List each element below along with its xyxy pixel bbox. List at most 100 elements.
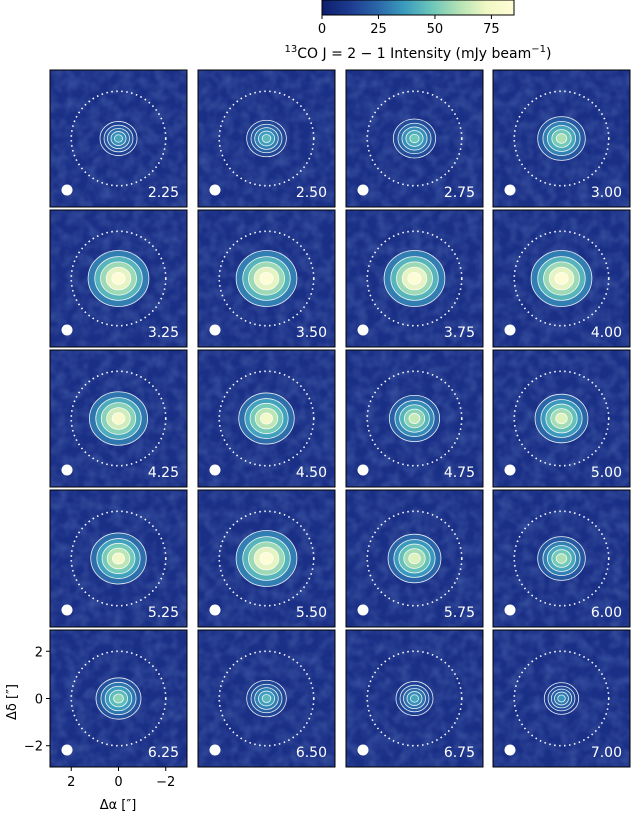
- colorbar-tick-label: 75: [483, 22, 500, 37]
- panel-frame: [345, 69, 484, 208]
- colorbar-label-close: ): [546, 46, 551, 62]
- reference-circle: [70, 650, 167, 747]
- colorbar-ticks: 0 25 50 75: [318, 15, 500, 37]
- axes: 2 0 −2 2 0 −2: [24, 645, 175, 790]
- reference-circle: [218, 650, 315, 747]
- emission-contour: [113, 693, 124, 704]
- panel-velocity-label: 2.75: [444, 185, 475, 201]
- panel-frame: [345, 209, 484, 348]
- beam-ellipse: [209, 324, 221, 336]
- beam-ellipse: [504, 744, 516, 756]
- channel-panel: 6.00: [492, 489, 631, 628]
- channel-panel: 4.00: [492, 209, 631, 348]
- channel-panel: 6.75: [345, 629, 484, 768]
- panel-frame: [492, 629, 631, 768]
- emission-contour: [259, 271, 274, 286]
- panel-frame: [492, 209, 631, 348]
- colorbar-tick-label: 25: [370, 22, 387, 37]
- reference-circle: [218, 230, 315, 327]
- beam-ellipse: [61, 744, 73, 756]
- beam-ellipse: [209, 464, 221, 476]
- panel-frame: [345, 349, 484, 488]
- beam-ellipse: [504, 604, 516, 616]
- panel-velocity-label: 6.25: [148, 745, 179, 761]
- reference-circle: [70, 90, 167, 187]
- reference-circle: [366, 510, 463, 607]
- beam-ellipse: [61, 184, 73, 196]
- reference-circle: [366, 370, 463, 467]
- reference-circle: [513, 90, 610, 187]
- panel-velocity-label: 6.50: [296, 745, 327, 761]
- beam-ellipse: [504, 324, 516, 336]
- panel-velocity-label: 3.00: [591, 185, 622, 201]
- y-axis-label: Δδ [″]: [5, 684, 20, 720]
- panel-velocity-label: 4.75: [444, 465, 475, 481]
- panel-velocity-label: 6.00: [591, 605, 622, 621]
- channel-panel: 5.75: [345, 489, 484, 628]
- panel-velocity-label: 3.25: [148, 325, 179, 341]
- panel-frame: [49, 349, 188, 488]
- emission-contour: [111, 412, 126, 425]
- panel-frame: [197, 349, 336, 488]
- emission-contour: [407, 271, 422, 286]
- reference-circle: [70, 510, 167, 607]
- colorbar-gradient: [321, 0, 515, 16]
- panel-frame: [197, 209, 336, 348]
- emission-contour: [260, 412, 273, 425]
- reference-circle: [366, 230, 463, 327]
- reference-circle: [218, 370, 315, 467]
- emission-contour: [408, 552, 421, 565]
- beam-ellipse: [61, 324, 73, 336]
- panel-velocity-label: 6.75: [444, 745, 475, 761]
- channel-panel: 3.75: [345, 209, 484, 348]
- y-tick-label: 2: [35, 645, 43, 660]
- panel-frame: [492, 489, 631, 628]
- colorbar-label-exponent: −1: [531, 44, 546, 55]
- beam-ellipse: [209, 744, 221, 756]
- channel-panel: 2.50: [197, 69, 336, 208]
- emission-contour: [409, 133, 420, 144]
- panel-frame: [345, 489, 484, 628]
- emission-contour: [261, 134, 272, 143]
- channel-panel: 6.50: [197, 629, 336, 768]
- emission-contour: [555, 133, 568, 144]
- panel-frame: [49, 489, 188, 628]
- panel-frame: [492, 69, 631, 208]
- beam-ellipse: [209, 604, 221, 616]
- reference-circle: [70, 370, 167, 467]
- emission-contour: [554, 271, 569, 286]
- panel-velocity-label: 2.50: [296, 185, 327, 201]
- panel-frame: [345, 629, 484, 768]
- emission-contour: [555, 553, 568, 564]
- colorbar-label-main: CO J = 2 − 1 Intensity (mJy beam: [297, 46, 531, 62]
- beam-ellipse: [357, 464, 369, 476]
- panel-frame: [197, 489, 336, 628]
- channel-panel: 4.25: [49, 349, 188, 488]
- channel-panel: 5.00: [492, 349, 631, 488]
- x-axis-label: Δα [″]: [100, 798, 137, 813]
- panel-velocity-label: 4.00: [591, 325, 622, 341]
- reference-circle: [513, 650, 610, 747]
- colorbar-tick-label: 0: [318, 22, 326, 37]
- emission-contour: [114, 134, 123, 143]
- x-tick-label: 2: [67, 775, 75, 790]
- panel-velocity-label: 4.25: [148, 465, 179, 481]
- panel-velocity-label: 4.50: [296, 465, 327, 481]
- panel-velocity-label: 5.00: [591, 465, 622, 481]
- panel-velocity-label: 7.00: [591, 745, 622, 761]
- channel-panel: 6.25: [49, 629, 188, 768]
- emission-contour: [555, 412, 568, 425]
- reference-circle: [218, 90, 315, 187]
- panel-frame: [49, 69, 188, 208]
- beam-ellipse: [357, 184, 369, 196]
- reference-circle: [513, 510, 610, 607]
- reference-circle: [513, 370, 610, 467]
- channel-panel: 2.25: [49, 69, 188, 208]
- emission-contour: [410, 694, 419, 703]
- channel-panel: 4.75: [345, 349, 484, 488]
- beam-ellipse: [504, 464, 516, 476]
- x-tick-label: 0: [114, 775, 122, 790]
- channel-panel: 3.25: [49, 209, 188, 348]
- colorbar-label: 13CO J = 2 − 1 Intensity (mJy beam−1): [285, 44, 552, 62]
